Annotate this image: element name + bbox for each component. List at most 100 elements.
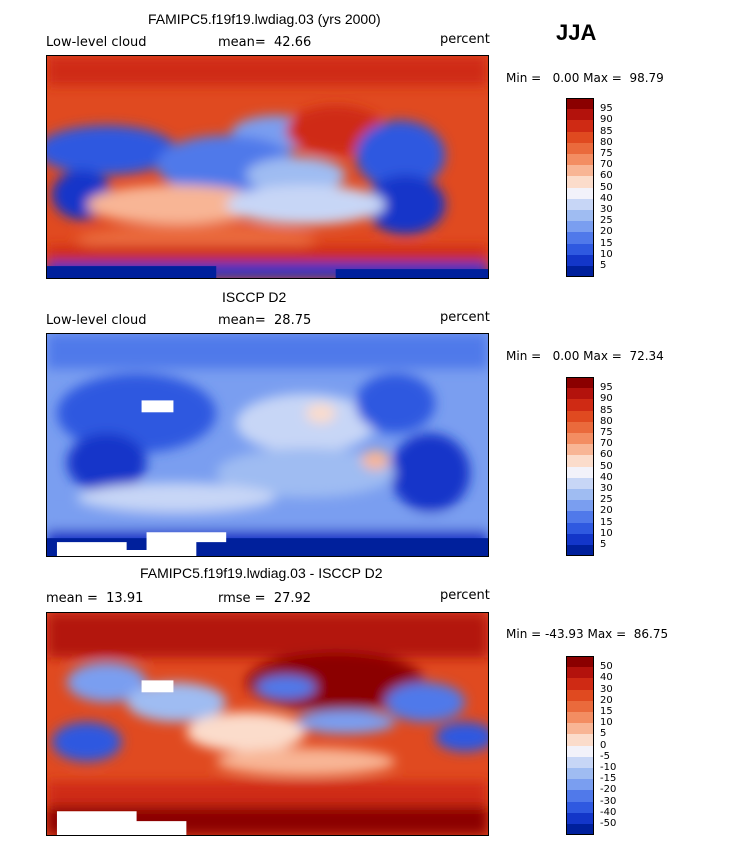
colorbar-swatch <box>566 689 594 701</box>
panel-3-rmse-label: rmse = 27.92 <box>218 591 312 606</box>
colorbar-tick-label: 20 <box>600 694 613 706</box>
colorbar-tick-label: 20 <box>600 226 613 238</box>
colorbar-tick-label: -15 <box>600 773 617 785</box>
colorbar-tick-label: 90 <box>600 114 613 126</box>
colorbar-swatch <box>566 142 594 154</box>
colorbar-tick-label: 60 <box>600 170 613 182</box>
colorbar-tick-label: 5 <box>600 539 607 550</box>
colorbar-tick-label: 70 <box>600 438 613 450</box>
colorbar-tick-label: 80 <box>600 415 613 427</box>
colorbar-tick-label: 0 <box>600 739 607 751</box>
colorbar-tick-label: 15 <box>600 706 613 717</box>
panel-2-title: ISCCP D2 <box>222 289 287 305</box>
season-label: JJA <box>556 20 597 45</box>
panel-1-variable-label: Low-level cloud <box>46 35 147 50</box>
colorbar-tick-label: -5 <box>600 750 610 762</box>
colorbar-swatch <box>566 466 594 478</box>
colorbar-swatch <box>566 455 594 467</box>
colorbar-swatch <box>566 712 594 724</box>
colorbar-swatch <box>566 511 594 523</box>
colorbar-swatch <box>566 477 594 489</box>
colorbar-swatch <box>566 734 594 746</box>
colorbar-tick-label: 40 <box>600 192 613 204</box>
colorbar-swatch <box>566 779 594 791</box>
panel-3-units-label: percent <box>440 588 490 603</box>
colorbar-tick-label: -10 <box>600 762 617 773</box>
colorbar-swatch <box>566 533 594 545</box>
colorbar-tick-label: 10 <box>600 248 613 260</box>
colorbar-swatch <box>566 723 594 735</box>
panel-1-mean-label: mean= 42.66 <box>218 35 312 50</box>
colorbar-swatch <box>566 756 594 768</box>
colorbar-tick-label: 70 <box>600 159 613 171</box>
panel-1-units-label: percent <box>440 32 490 47</box>
colorbar-swatch <box>566 667 594 679</box>
colorbar-swatch <box>566 812 594 824</box>
colorbar-swatch <box>566 266 594 278</box>
colorbar-tick-label: 40 <box>600 672 613 684</box>
colorbar-tick-label: -50 <box>600 818 617 829</box>
colorbar-tick-label: 50 <box>600 181 613 193</box>
colorbar-tick-label: 75 <box>600 148 613 159</box>
colorbar-swatch <box>566 433 594 445</box>
colorbar-tick-label: 95 <box>600 382 613 394</box>
colorbar-tick-label: 25 <box>600 215 613 227</box>
colorbar-tick-label: 5 <box>600 260 607 271</box>
colorbar-tick-label: 30 <box>600 483 613 494</box>
colorbar-tick-label: 75 <box>600 427 613 438</box>
colorbar-tick-label: 15 <box>600 516 613 528</box>
colorbar-tick-label: 40 <box>600 471 613 483</box>
colorbar-tick-label: 50 <box>600 661 613 673</box>
colorbar-swatch <box>566 700 594 712</box>
colorbar-tick-label: 25 <box>600 494 613 506</box>
colorbar-tick-label: 15 <box>600 237 613 249</box>
panel-1-min-max: Min = 0.00 Max = 98.79 <box>506 71 664 85</box>
panel-3-title: FAMIPC5.f19f19.lwdiag.03 - ISCCP D2 <box>140 565 383 581</box>
colorbar-tick-label: -20 <box>600 784 617 796</box>
colorbar-swatch <box>566 656 594 668</box>
colorbar-swatch <box>566 98 594 110</box>
colorbar-swatch <box>566 221 594 233</box>
colorbar-tick-label: 60 <box>600 449 613 461</box>
colorbar-swatch <box>566 131 594 143</box>
colorbar-tick-label: 90 <box>600 393 613 405</box>
colorbar-tick-label: 10 <box>600 527 613 539</box>
colorbar-swatch <box>566 410 594 422</box>
colorbar-tick-label: 95 <box>600 103 613 115</box>
colorbar-tick-label: 85 <box>600 125 613 137</box>
colorbar-swatch <box>566 768 594 780</box>
colorbar-swatch <box>566 790 594 802</box>
panel-2-min-max: Min = 0.00 Max = 72.34 <box>506 349 664 363</box>
colorbar-swatch <box>566 500 594 512</box>
panel-2-units-label: percent <box>440 310 490 325</box>
colorbar-swatch <box>566 745 594 757</box>
colorbar-swatch <box>566 801 594 813</box>
panel-3-mean-label: mean = 13.91 <box>46 591 144 606</box>
colorbar-tick-label: -30 <box>600 795 617 807</box>
colorbar-tick-label: 30 <box>600 683 613 695</box>
colorbar-swatch <box>566 388 594 400</box>
panel-1-map <box>46 55 489 279</box>
panel-3-min-max: Min = -43.93 Max = 86.75 <box>506 627 669 641</box>
colorbar-tick-label: 5 <box>600 728 607 740</box>
colorbar-swatch <box>566 232 594 244</box>
colorbar-swatch <box>566 421 594 433</box>
colorbar-tick-label: 10 <box>600 717 613 729</box>
colorbar-swatch <box>566 399 594 411</box>
colorbar-swatch <box>566 545 594 557</box>
colorbar-swatch <box>566 522 594 534</box>
colorbar-swatch <box>566 198 594 210</box>
colorbar-tick-label: 30 <box>600 204 613 215</box>
colorbar-tick-label: -40 <box>600 806 617 818</box>
colorbar-swatch <box>566 120 594 132</box>
colorbar-tick-label: 20 <box>600 505 613 517</box>
colorbar-swatch <box>566 489 594 501</box>
colorbar-tick-label: 80 <box>600 136 613 148</box>
colorbar-swatch <box>566 187 594 199</box>
colorbar-swatch <box>566 154 594 166</box>
colorbar-swatch <box>566 176 594 188</box>
colorbar-swatch <box>566 377 594 389</box>
colorbar-tick-label: 50 <box>600 460 613 472</box>
colorbar-swatch <box>566 678 594 690</box>
colorbar-swatch <box>566 824 594 836</box>
